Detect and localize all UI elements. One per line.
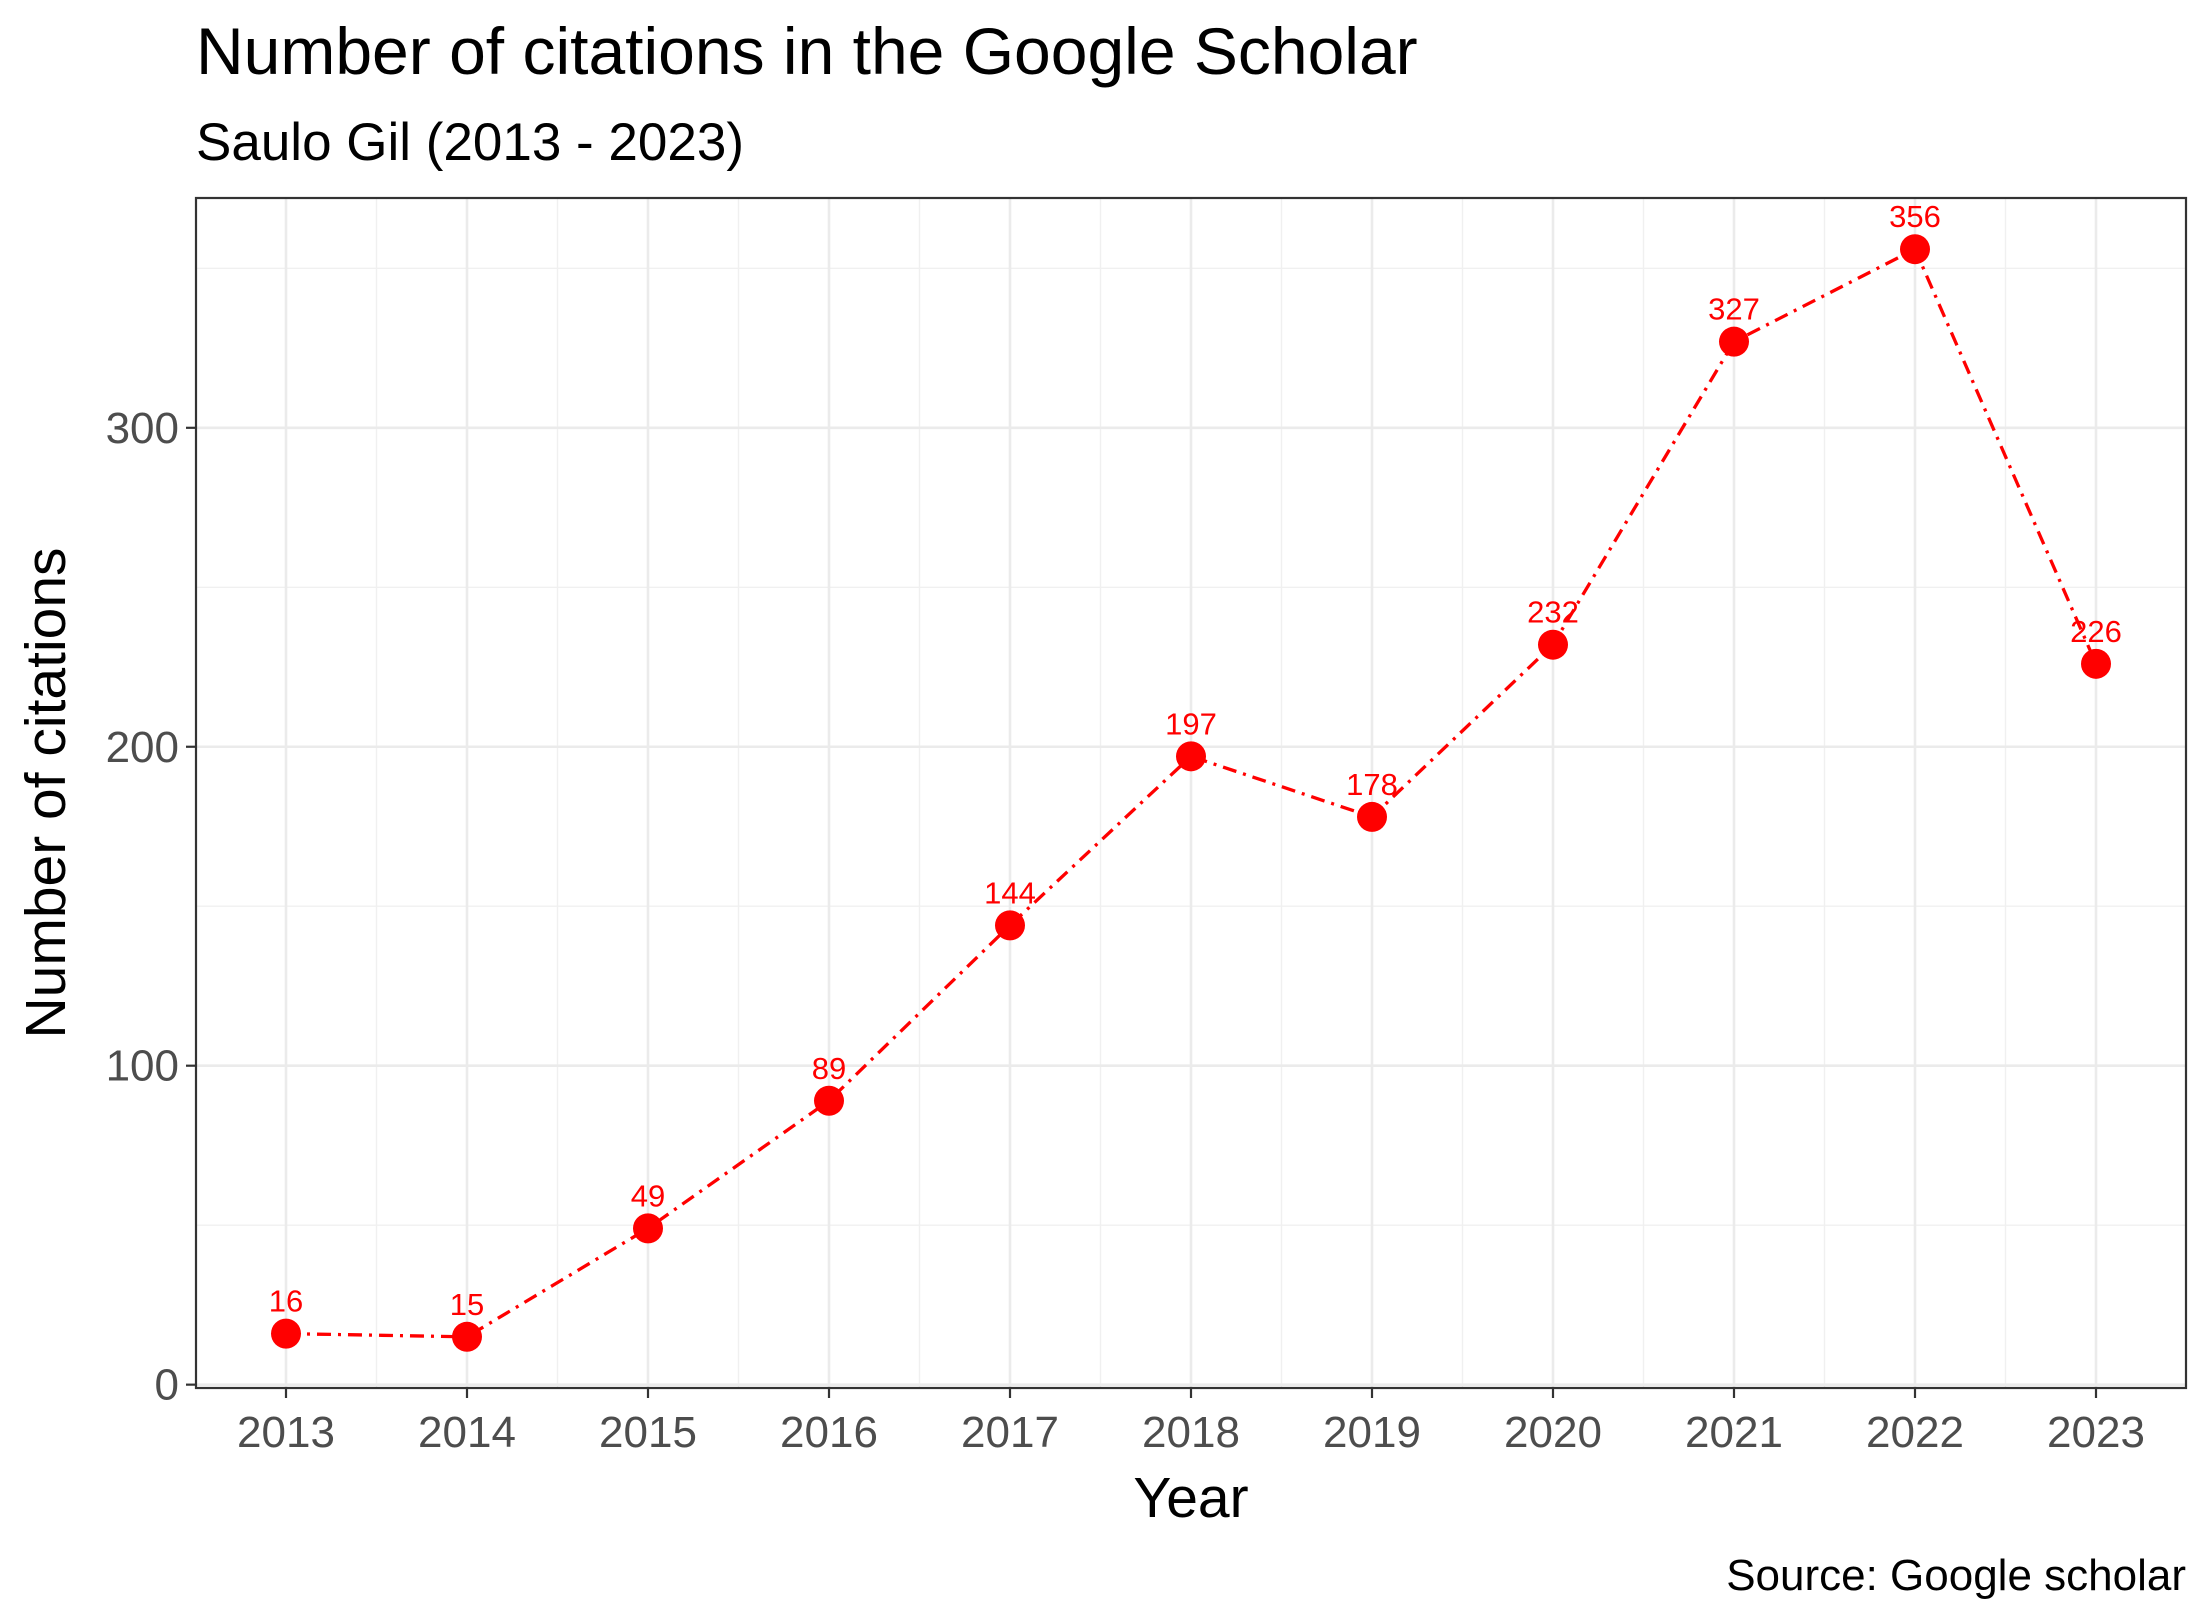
y-tick-label: 300 [106,404,179,453]
x-tick-label: 2021 [1685,1408,1783,1457]
data-point [814,1085,844,1116]
x-tick-label: 2019 [1323,1408,1421,1457]
data-labels: 16 15 49 89 144 197 178 232 327 356 226 [269,199,2122,1322]
data-point [2081,648,2111,679]
y-axis: 0 100 200 300 [106,404,196,1410]
x-tick-label: 2023 [2047,1408,2145,1457]
data-label: 16 [269,1284,303,1319]
data-label: 226 [2070,614,2122,649]
x-tick-label: 2016 [780,1408,878,1457]
x-tick-label: 2015 [599,1408,697,1457]
plot-panel: 16 15 49 89 144 197 178 232 327 356 226 [194,196,2188,1390]
x-tick-label: 2014 [418,1408,516,1457]
data-label: 197 [1165,706,1217,741]
x-tick-label: 2017 [961,1408,1059,1457]
chart-subtitle: Saulo Gil (2013 - 2023) [196,113,744,172]
data-points [271,234,2111,1352]
data-point [1357,801,1387,832]
y-tick-label: 200 [106,723,179,772]
y-axis-title: Number of citations [14,547,78,1038]
data-point [1719,326,1749,357]
chart-caption: Source: Google scholar [1726,1551,2186,1600]
data-label: 356 [1889,199,1941,234]
data-point [271,1318,301,1349]
data-label: 327 [1708,292,1760,327]
data-point [452,1321,482,1352]
data-label: 144 [984,875,1036,910]
x-tick-label: 2018 [1142,1408,1240,1457]
chart-title: Number of citations in the Google Schola… [196,14,1418,88]
y-tick-label: 100 [106,1042,179,1091]
data-point [633,1213,663,1244]
x-axis: 2013 2014 2015 2016 2017 2018 2019 2020 2021 2022… [237,1388,2145,1457]
data-point [1900,234,1930,265]
data-label: 49 [631,1178,665,1213]
data-label: 89 [812,1051,846,1086]
series-line-path [285,247,2098,1339]
data-label: 15 [450,1287,484,1322]
data-label: 178 [1346,767,1398,802]
data-point [995,910,1025,941]
series-line [285,247,2098,1339]
data-point [1538,629,1568,660]
x-tick-label: 2020 [1504,1408,1602,1457]
x-axis-title: Year [1133,1466,1248,1530]
grid-major [196,198,2186,1388]
x-tick-label: 2013 [237,1408,335,1457]
x-tick-label: 2022 [1866,1408,1964,1457]
data-point [1176,741,1206,772]
y-tick-label: 0 [155,1361,179,1410]
data-label: 232 [1527,595,1579,630]
